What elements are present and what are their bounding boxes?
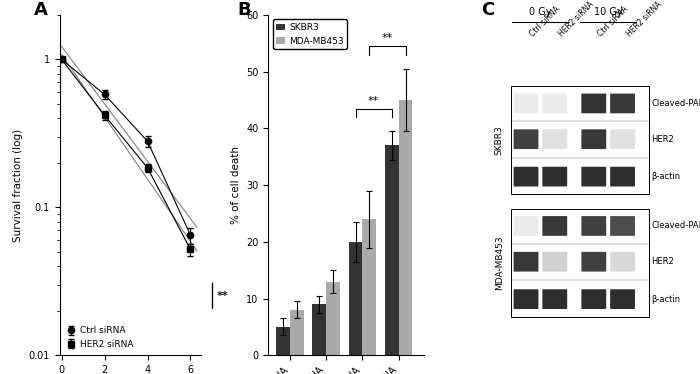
Y-axis label: % of cell death: % of cell death bbox=[230, 146, 241, 224]
Legend: Ctrl siRNA, HER2 siRNA: Ctrl siRNA, HER2 siRNA bbox=[64, 325, 136, 351]
Text: **: ** bbox=[368, 96, 379, 106]
FancyBboxPatch shape bbox=[610, 216, 635, 236]
FancyBboxPatch shape bbox=[582, 289, 606, 309]
Text: B: B bbox=[237, 1, 251, 19]
Bar bbox=[510, 86, 650, 194]
Bar bbox=[276, 327, 290, 355]
Text: Cleaved-PARP: Cleaved-PARP bbox=[651, 99, 700, 108]
FancyBboxPatch shape bbox=[542, 289, 567, 309]
FancyBboxPatch shape bbox=[582, 252, 606, 272]
Text: C: C bbox=[481, 1, 494, 19]
FancyBboxPatch shape bbox=[542, 252, 567, 272]
FancyBboxPatch shape bbox=[610, 252, 635, 272]
Text: HER2: HER2 bbox=[651, 257, 674, 266]
Text: SKBR3: SKBR3 bbox=[495, 125, 504, 155]
Text: HER2: HER2 bbox=[651, 135, 674, 144]
FancyBboxPatch shape bbox=[582, 94, 606, 113]
Bar bbox=[349, 242, 363, 355]
Bar bbox=[290, 310, 304, 355]
Text: A: A bbox=[34, 1, 48, 19]
FancyBboxPatch shape bbox=[610, 94, 635, 113]
Bar bbox=[510, 209, 650, 316]
Bar bbox=[385, 145, 399, 355]
Text: β-actin: β-actin bbox=[651, 172, 680, 181]
FancyBboxPatch shape bbox=[514, 216, 538, 236]
Text: HER2 siRNA: HER2 siRNA bbox=[556, 0, 596, 39]
Text: Ctrl siRNA: Ctrl siRNA bbox=[528, 5, 562, 39]
Text: **: ** bbox=[382, 33, 393, 43]
FancyBboxPatch shape bbox=[582, 129, 606, 149]
Text: 0 Gy: 0 Gy bbox=[529, 7, 552, 17]
Text: HER2 siRNA: HER2 siRNA bbox=[624, 0, 663, 39]
Y-axis label: Survival fraction (log): Survival fraction (log) bbox=[13, 129, 23, 242]
FancyBboxPatch shape bbox=[514, 167, 538, 187]
Legend: SKBR3, MDA-MB453: SKBR3, MDA-MB453 bbox=[273, 19, 347, 49]
Bar bbox=[326, 282, 340, 355]
FancyBboxPatch shape bbox=[542, 129, 567, 149]
Text: **: ** bbox=[217, 291, 228, 301]
FancyBboxPatch shape bbox=[610, 167, 635, 187]
Text: Cleaved-PARP: Cleaved-PARP bbox=[651, 221, 700, 230]
FancyBboxPatch shape bbox=[514, 94, 538, 113]
Text: 10 Gy: 10 Gy bbox=[594, 7, 622, 17]
FancyBboxPatch shape bbox=[542, 167, 567, 187]
Text: β-actin: β-actin bbox=[651, 295, 680, 304]
Bar bbox=[399, 100, 412, 355]
FancyBboxPatch shape bbox=[582, 167, 606, 187]
FancyBboxPatch shape bbox=[514, 129, 538, 149]
FancyBboxPatch shape bbox=[582, 216, 606, 236]
Text: MDA-MB453: MDA-MB453 bbox=[495, 235, 504, 290]
Bar bbox=[312, 304, 326, 355]
FancyBboxPatch shape bbox=[542, 94, 567, 113]
FancyBboxPatch shape bbox=[610, 129, 635, 149]
Bar bbox=[363, 219, 376, 355]
FancyBboxPatch shape bbox=[514, 289, 538, 309]
FancyBboxPatch shape bbox=[514, 252, 538, 272]
FancyBboxPatch shape bbox=[542, 216, 567, 236]
Text: Ctrl siRNA: Ctrl siRNA bbox=[596, 5, 630, 39]
FancyBboxPatch shape bbox=[610, 289, 635, 309]
